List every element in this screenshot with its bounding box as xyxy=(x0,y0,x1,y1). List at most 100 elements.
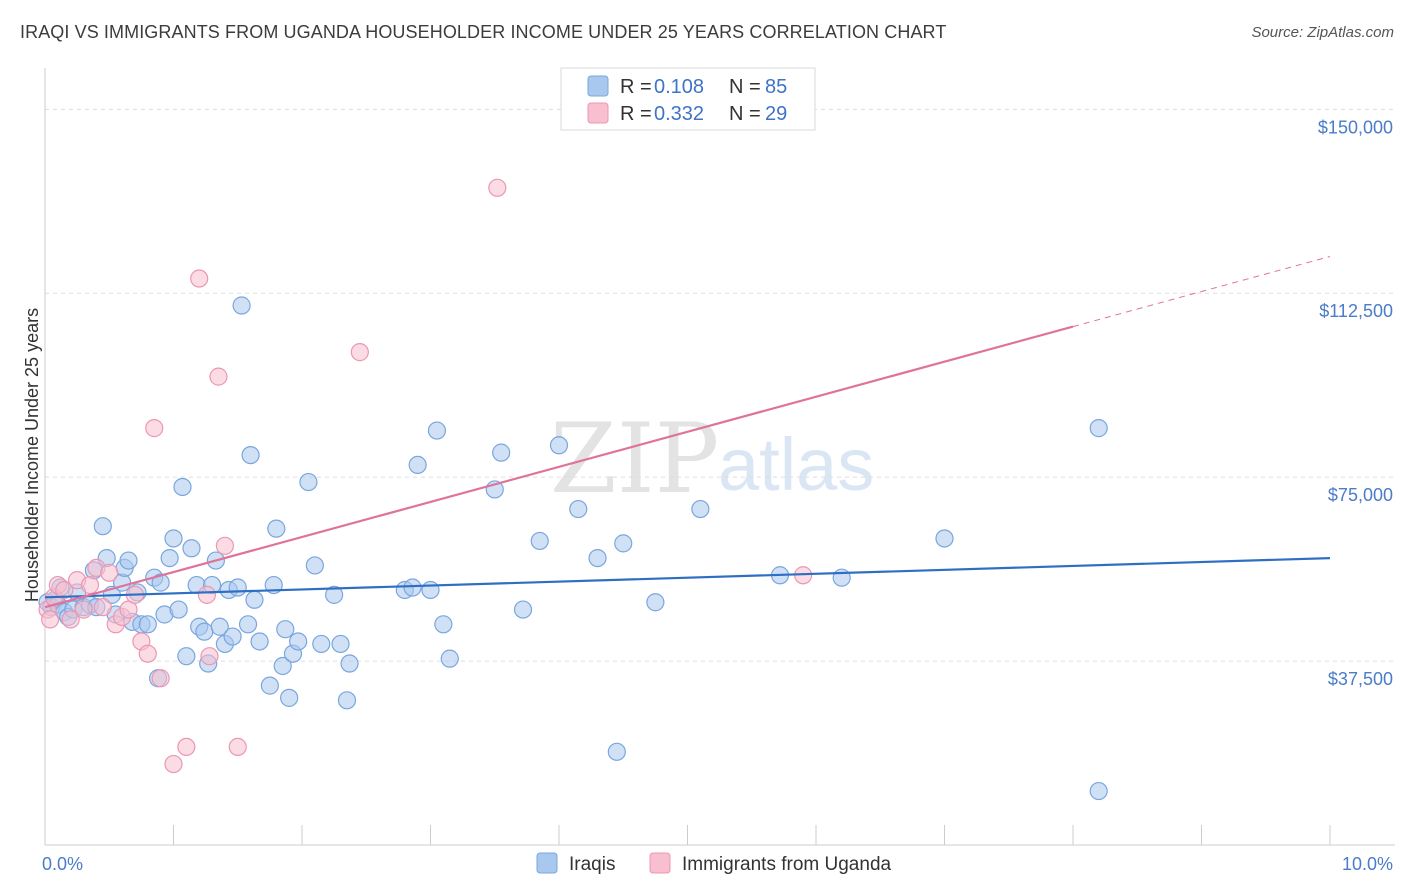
point-uganda xyxy=(190,269,209,288)
legend-swatch-iraqis xyxy=(587,75,609,97)
point-iraqis xyxy=(93,517,112,536)
point-iraqis xyxy=(408,455,427,475)
point-iraqis xyxy=(245,590,264,609)
trend-line-uganda xyxy=(44,325,1074,609)
point-iraqis xyxy=(331,634,350,654)
bottom-legend-label-iraqis: Iraqis xyxy=(569,854,615,875)
legend-n-value-uganda: 29 xyxy=(765,103,787,125)
point-iraqis xyxy=(169,600,188,619)
bottom-legend: Iraqis Immigrants from Uganda xyxy=(536,852,892,875)
point-iraqis xyxy=(299,472,318,492)
point-iraqis xyxy=(325,585,344,604)
point-uganda xyxy=(215,536,234,555)
point-iraqis xyxy=(440,649,459,668)
point-iraqis xyxy=(434,615,453,634)
point-iraqis xyxy=(492,443,511,462)
point-iraqis xyxy=(1089,781,1108,801)
legend-r-value-uganda: 0.332 xyxy=(654,103,704,125)
legend: R = 0.108 N = 85 R = 0.332 N = 29 xyxy=(560,67,816,131)
point-iraqis xyxy=(305,556,324,575)
point-iraqis xyxy=(267,519,286,538)
point-iraqis xyxy=(421,580,440,600)
legend-n-label-iraqis: N = xyxy=(729,76,761,98)
legend-swatch-uganda xyxy=(587,102,609,124)
point-iraqis xyxy=(312,634,331,654)
point-uganda xyxy=(61,610,80,629)
point-iraqis xyxy=(164,529,183,548)
point-iraqis xyxy=(160,548,179,568)
point-iraqis xyxy=(250,632,269,651)
y-tick-label: $75,000 xyxy=(1328,485,1393,505)
legend-r-label-uganda: R = xyxy=(620,103,652,125)
data-points xyxy=(38,178,1108,801)
point-iraqis xyxy=(276,620,295,639)
bottom-legend-swatch-iraqis xyxy=(536,852,558,874)
bottom-legend-label-uganda: Immigrants from Uganda xyxy=(682,854,892,875)
point-uganda xyxy=(100,563,119,582)
point-iraqis xyxy=(182,539,201,558)
watermark: ZIP atlas xyxy=(550,403,874,515)
point-uganda xyxy=(228,737,247,757)
chart-title: IRAQI VS IMMIGRANTS FROM UGANDA HOUSEHOL… xyxy=(20,22,947,42)
x-axis-ticks: 0.0% 10.0% xyxy=(42,825,1393,874)
point-uganda xyxy=(177,737,196,757)
point-iraqis xyxy=(173,477,192,497)
point-iraqis xyxy=(935,529,954,548)
legend-n-value-iraqis: 85 xyxy=(765,76,787,98)
x-tick-label: 0.0% xyxy=(42,854,83,874)
axes xyxy=(44,68,1395,846)
point-uganda xyxy=(197,585,217,604)
point-uganda xyxy=(138,644,157,663)
point-iraqis xyxy=(549,436,569,455)
point-iraqis xyxy=(569,499,588,519)
point-uganda xyxy=(350,343,369,362)
watermark-zip: ZIP xyxy=(550,403,719,515)
point-iraqis xyxy=(427,421,447,440)
point-iraqis xyxy=(614,534,633,553)
y-tick-label: $37,500 xyxy=(1328,669,1393,689)
point-iraqis xyxy=(337,691,357,710)
point-iraqis xyxy=(177,647,196,666)
point-iraqis xyxy=(119,551,138,570)
point-uganda xyxy=(93,598,112,617)
point-iraqis xyxy=(228,578,247,597)
x-tick-label: 10.0% xyxy=(1342,854,1393,874)
y-tick-label: $150,000 xyxy=(1318,117,1393,137)
point-uganda xyxy=(200,647,219,666)
point-iraqis xyxy=(273,656,292,676)
point-iraqis xyxy=(691,499,710,519)
point-iraqis xyxy=(195,622,214,641)
bottom-legend-swatch-uganda xyxy=(649,852,671,874)
point-uganda xyxy=(145,419,164,438)
point-iraqis xyxy=(232,296,251,315)
point-uganda xyxy=(41,610,60,629)
point-uganda xyxy=(164,754,183,774)
point-iraqis xyxy=(260,676,279,695)
trend-lines xyxy=(44,255,1331,609)
point-uganda xyxy=(80,575,100,595)
watermark-atlas: atlas xyxy=(718,423,874,506)
y-tick-label: $112,500 xyxy=(1319,301,1393,321)
point-iraqis xyxy=(280,688,299,707)
point-uganda xyxy=(488,178,507,197)
point-iraqis xyxy=(1089,419,1108,438)
trend-line-iraqis xyxy=(44,556,1331,599)
point-iraqis xyxy=(588,548,607,568)
y-axis-label: Householder Income Under 25 years xyxy=(22,308,42,602)
point-iraqis xyxy=(151,573,170,592)
point-iraqis xyxy=(241,445,260,465)
point-iraqis xyxy=(223,627,242,646)
point-iraqis xyxy=(138,615,157,634)
chart-source: Source: ZipAtlas.com xyxy=(1251,24,1394,41)
point-uganda xyxy=(55,580,74,600)
point-iraqis xyxy=(513,600,533,619)
grid-lines xyxy=(45,108,1395,662)
point-uganda xyxy=(151,669,170,688)
legend-r-value-iraqis: 0.108 xyxy=(654,76,704,98)
point-uganda xyxy=(209,367,228,386)
point-iraqis xyxy=(530,531,549,551)
point-iraqis xyxy=(646,593,665,612)
point-uganda xyxy=(74,600,93,619)
legend-n-label-uganda: N = xyxy=(729,103,761,125)
